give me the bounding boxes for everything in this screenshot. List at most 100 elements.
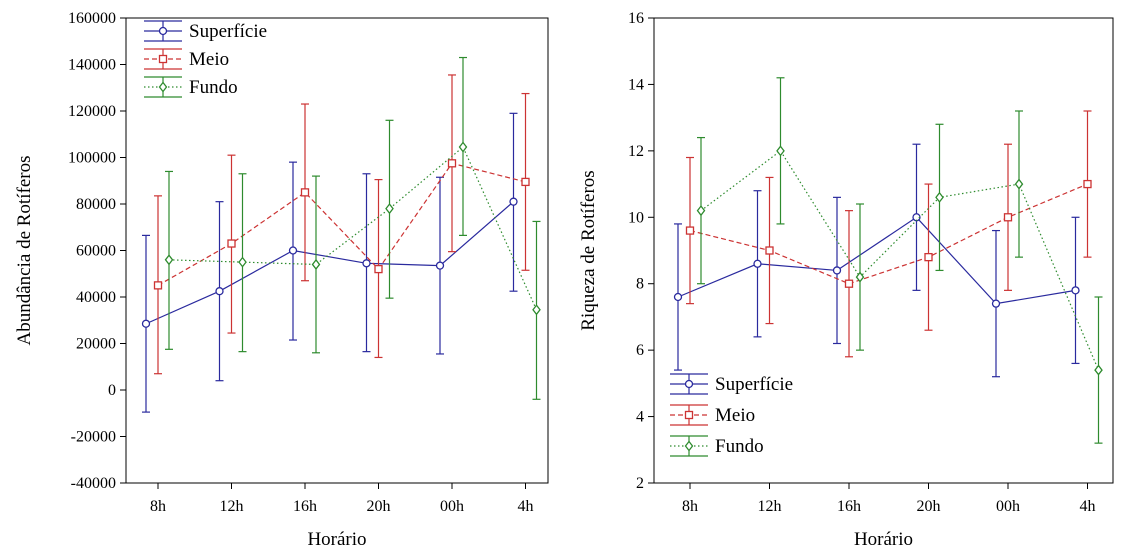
data-point [1083, 179, 1092, 189]
data-point [164, 254, 174, 266]
series-line [689, 183, 1088, 285]
y-tick-label: 14 [628, 76, 644, 93]
series-line [677, 216, 1076, 305]
y-tick-label: 100000 [68, 150, 116, 167]
data-point [1003, 213, 1013, 222]
y-axis-title: Abundância de Rotíferos [14, 156, 35, 346]
data-point [685, 226, 695, 235]
y-tick-label: -20000 [71, 429, 116, 446]
plot-frame [653, 17, 1114, 484]
x-tick-label: 00h [440, 498, 464, 515]
series-1 [673, 143, 1080, 378]
data-point [696, 205, 706, 217]
data-point [532, 304, 541, 316]
y-tick-label: 160000 [68, 10, 116, 27]
x-tick-label: 12h [220, 498, 244, 515]
legend: Superfície Meio Fundo [670, 373, 793, 457]
x-tick-label: 00h [996, 498, 1020, 515]
series-3 [164, 56, 541, 400]
data-point [362, 259, 371, 268]
legend-label: Meio [715, 405, 755, 426]
legend-label: Superfície [715, 374, 793, 395]
abundance-chart: -40000 -20000 0 20000 40000 60000 80000 100000 1… [14, 10, 549, 550]
y-tick-label: 2 [636, 475, 644, 492]
y-axis-title: Riqueza de Rotíferos [578, 170, 599, 330]
y-tick-label: 120000 [68, 103, 116, 120]
data-point [776, 145, 785, 157]
legend-label: Meio [189, 49, 229, 70]
x-tick-label: 8h [150, 498, 166, 515]
x-tick-label: 8h [682, 498, 698, 515]
y-tick-label: 8 [636, 276, 644, 293]
legend-marker [158, 54, 168, 64]
data-point [374, 264, 383, 274]
y-tick-label: 4 [636, 409, 644, 426]
data-point [385, 203, 394, 215]
legend-item: Fundo [144, 76, 238, 98]
data-point [844, 279, 854, 288]
y-tick-label: -40000 [71, 475, 116, 492]
data-point [924, 252, 933, 262]
data-point [991, 299, 1001, 308]
legend-label: Fundo [189, 77, 238, 98]
series-2 [685, 110, 1092, 358]
y-tick-label: 40000 [76, 289, 116, 306]
data-point [1014, 178, 1024, 190]
y-tick-label: 20000 [76, 336, 116, 353]
legend-marker [158, 26, 168, 36]
x-axis-title: Horário [307, 529, 366, 550]
data-point [753, 259, 762, 268]
y-tick-label: 140000 [68, 57, 116, 74]
data-point [509, 197, 518, 206]
series-2 [153, 74, 530, 375]
data-point [832, 266, 842, 275]
series-line [157, 162, 526, 286]
x-tick-label: 4h [1080, 498, 1096, 515]
series-line [700, 149, 1100, 371]
series-3 [696, 77, 1103, 444]
data-point [521, 177, 530, 187]
data-point [765, 246, 774, 255]
data-point [300, 188, 310, 197]
data-point [153, 281, 163, 290]
legend-marker [158, 81, 168, 93]
y-tick-label: 12 [628, 143, 644, 160]
y-tick-label: 16 [628, 10, 644, 27]
data-point [311, 258, 321, 271]
data-point [855, 271, 865, 283]
data-point [215, 287, 224, 296]
legend-marker [684, 440, 694, 452]
data-point [935, 191, 944, 203]
series-line [145, 201, 514, 325]
x-tick-label: 12h [758, 498, 782, 515]
data-point [447, 159, 457, 168]
legend-item: Superfície [144, 20, 267, 42]
data-point [673, 292, 683, 302]
legend-item: Fundo [670, 435, 764, 457]
legend-marker [684, 410, 694, 420]
legend-label: Superfície [189, 21, 267, 42]
y-tick-label: 0 [108, 382, 116, 399]
legend-label: Fundo [715, 436, 764, 457]
data-point [435, 261, 445, 270]
legend-marker [684, 379, 694, 389]
x-tick-label: 16h [293, 498, 317, 515]
data-point [288, 246, 298, 255]
x-tick-label: 4h [518, 498, 534, 515]
x-tick-label: 20h [367, 498, 391, 515]
series-line [168, 146, 538, 311]
data-point [1071, 286, 1080, 295]
x-tick-label: 16h [837, 498, 861, 515]
legend: Superfície Meio Fundo [144, 20, 267, 98]
series-1 [141, 112, 518, 413]
data-point [238, 256, 247, 268]
y-tick-label: 6 [636, 342, 644, 359]
richness-chart: 2 4 6 8 10 12 14 16 8h 12h 16h 20h 00h 4h Horário Rique… [578, 10, 1114, 550]
legend-item: Meio [144, 48, 229, 70]
data-point [227, 239, 236, 248]
data-point [1094, 364, 1103, 376]
data-point [458, 141, 468, 153]
x-axis-title: Horário [854, 529, 913, 550]
x-tick-label: 20h [917, 498, 941, 515]
